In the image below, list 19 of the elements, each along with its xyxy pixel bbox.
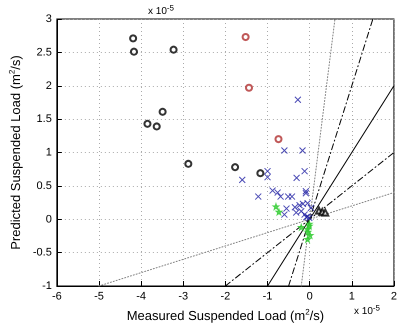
x-tick-label: -6 bbox=[52, 290, 62, 302]
x-tick-label: -4 bbox=[136, 290, 146, 302]
y-tick-label: 1.5 bbox=[36, 113, 52, 126]
x-tick-label: -1 bbox=[262, 290, 272, 302]
y-axis-title: Predicted Suspended Load (m2/s) bbox=[8, 55, 23, 250]
x-tick-label: 0 bbox=[306, 290, 313, 302]
x-tick-label: -2 bbox=[220, 290, 230, 302]
y-tick-label: 2 bbox=[46, 80, 52, 92]
y-tick-label: 2.5 bbox=[36, 46, 52, 58]
x-tick-label: -5 bbox=[94, 290, 104, 302]
y-tick-label: 3 bbox=[46, 13, 52, 25]
y-tick-label: -1 bbox=[42, 280, 52, 292]
x-tick-label: 2 bbox=[390, 290, 398, 302]
x-tick-label: -3 bbox=[178, 290, 188, 302]
x-tick-label: 1 bbox=[348, 290, 355, 302]
y-tick-label: 0 bbox=[46, 213, 52, 226]
y-tick-label: 0.5 bbox=[36, 180, 52, 192]
y-tick-label: -0.5 bbox=[32, 246, 52, 259]
y-tick-label: 1 bbox=[46, 146, 52, 158]
